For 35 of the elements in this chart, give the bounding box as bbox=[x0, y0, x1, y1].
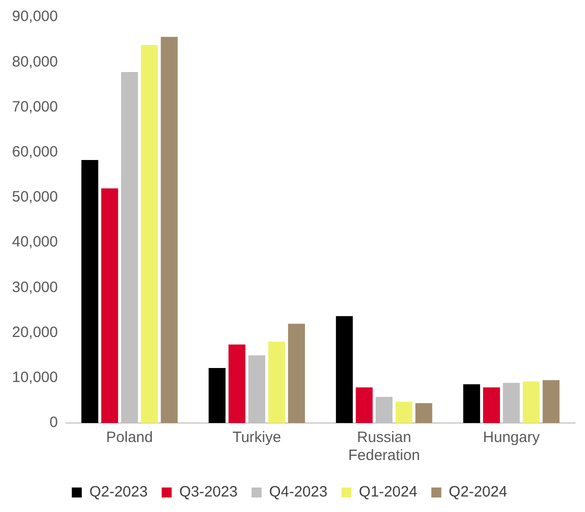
y-tick-label: 50,000 bbox=[12, 188, 58, 206]
bar bbox=[522, 382, 540, 423]
bar bbox=[140, 44, 158, 423]
legend-label: Q4-2023 bbox=[269, 484, 328, 501]
legend-label: Q3-2023 bbox=[179, 484, 238, 501]
bar bbox=[415, 403, 432, 423]
bar bbox=[160, 36, 178, 423]
bar bbox=[542, 380, 560, 423]
y-tick-label: 60,000 bbox=[12, 143, 58, 160]
y-tick-label: 70,000 bbox=[12, 98, 58, 116]
legend-label: Q2-2024 bbox=[448, 484, 508, 501]
legend-label: Q2-2023 bbox=[89, 484, 148, 501]
y-tick-label: 80,000 bbox=[12, 53, 58, 70]
x-tick-label: Poland bbox=[106, 429, 153, 446]
y-tick-label: 10,000 bbox=[12, 369, 58, 386]
bar bbox=[288, 324, 305, 423]
bar bbox=[228, 344, 246, 423]
y-tick-label: 40,000 bbox=[12, 234, 58, 251]
bar bbox=[356, 387, 373, 423]
x-tick-label: Turkiye bbox=[232, 429, 282, 446]
legend-label: Q1-2024 bbox=[358, 484, 418, 501]
y-tick-label: 90,000 bbox=[12, 8, 58, 26]
y-tick-label: 0 bbox=[50, 414, 58, 432]
bar bbox=[395, 402, 412, 423]
bar bbox=[208, 368, 226, 423]
x-tick-label: Russian Federation bbox=[348, 429, 420, 464]
bar bbox=[483, 387, 500, 423]
bar bbox=[463, 384, 480, 423]
bar bbox=[101, 188, 118, 423]
bar bbox=[81, 160, 98, 423]
bar bbox=[336, 316, 353, 423]
x-tick-label: Hungary bbox=[483, 429, 540, 446]
y-tick-label: 20,000 bbox=[12, 324, 58, 341]
bar bbox=[268, 342, 286, 423]
y-tick-label: 30,000 bbox=[12, 278, 58, 296]
